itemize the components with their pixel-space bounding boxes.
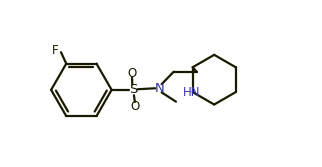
Text: HN: HN <box>183 86 201 99</box>
Text: O: O <box>130 100 139 113</box>
Text: N: N <box>155 82 164 95</box>
Text: S: S <box>129 83 137 96</box>
Text: F: F <box>52 44 59 57</box>
Text: O: O <box>127 67 136 80</box>
